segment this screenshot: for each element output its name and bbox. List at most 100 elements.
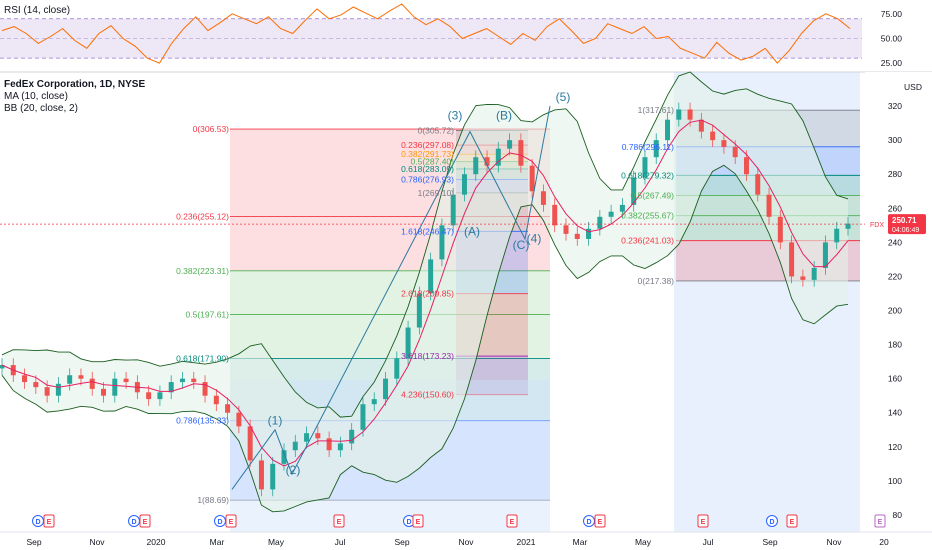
bb-legend[interactable]: BB (20, close, 2) — [4, 103, 78, 114]
fib_right-level-label: 0.786(296.11) — [622, 142, 674, 152]
time-tick-label: Nov — [458, 537, 474, 547]
dividend-badge[interactable]: D — [214, 515, 226, 527]
wave-label[interactable]: (4) — [527, 231, 542, 245]
candle-body — [281, 450, 287, 464]
price-axis[interactable] — [865, 72, 932, 532]
candle-body — [428, 259, 434, 294]
earnings-badge[interactable]: E — [43, 514, 55, 528]
price-tag-price: 250.71 — [892, 216, 917, 225]
earnings-badge[interactable]: E — [225, 514, 237, 528]
candle-body — [315, 433, 321, 439]
wave-label[interactable]: (2) — [286, 463, 301, 477]
fib_left-level-label: 0.5(197.61) — [186, 310, 230, 320]
elliott-wave-labels[interactable]: (1) (2) (3) (4) (5) (A) (B) (C) — [268, 90, 571, 477]
dividend-badge[interactable]: D — [128, 515, 140, 527]
candle-body — [563, 225, 569, 234]
earnings-badge[interactable]: E — [697, 514, 709, 528]
price-tick-label: 200 — [888, 306, 902, 316]
earnings-badge[interactable]: E — [412, 514, 424, 528]
price-tick-label: 180 — [888, 340, 902, 350]
candle-body — [202, 382, 208, 396]
earnings-badge[interactable]: E — [333, 514, 345, 528]
fib_mid-level-label: 0.786(276.93) — [401, 174, 454, 184]
fib_mid-level-label: 4.236(150.60) — [401, 390, 454, 400]
bb-fill — [2, 72, 848, 512]
candle-body — [834, 228, 840, 243]
price-tag-background — [888, 214, 926, 235]
earnings-badge[interactable]: E — [139, 514, 151, 528]
time-axis[interactable]: Sep Nov 2020 Mar May Jul Sep Nov 2021 Mar May Jul Se… — [26, 537, 889, 547]
dividend-badge[interactable]: D — [583, 515, 595, 527]
earnings-badge[interactable]: E — [786, 514, 798, 528]
fib_mid-level-label: 1.618(246.47) — [401, 226, 454, 236]
wave-label[interactable]: (C) — [513, 238, 530, 252]
earnings-badge[interactable]: E — [874, 514, 886, 528]
fib_left-level-label: 0.786(135.33) — [176, 416, 229, 426]
badge-letter: D — [406, 519, 411, 526]
elliott-wave-lines[interactable] — [231, 106, 551, 490]
candle-body — [168, 382, 174, 393]
fib_mid-level-label: 0.618(283.09) — [401, 164, 454, 174]
price-tick-label: 240 — [888, 237, 902, 247]
candle-body — [416, 293, 422, 328]
candle-body — [157, 392, 163, 400]
candle-body — [270, 463, 276, 490]
candle-body — [665, 119, 671, 141]
price-tick-label: 320 — [888, 101, 902, 111]
badge-letter: D — [586, 519, 591, 526]
candle-body — [574, 233, 580, 239]
candle-body — [473, 157, 479, 175]
ma-legend[interactable]: MA (10, close) — [4, 91, 68, 102]
rsi-tick-label: 75.00 — [881, 9, 903, 19]
fib_left-level-label: 0.618(171.90) — [176, 353, 229, 363]
wave-label[interactable]: (3) — [448, 109, 463, 123]
dividend-badge[interactable]: D — [32, 515, 44, 527]
candle-body — [529, 165, 535, 192]
candle-body — [326, 438, 332, 451]
rsi-axis: 75.00 50.00 25.00 — [881, 9, 903, 68]
badge-letter: E — [510, 519, 515, 526]
candle-body — [337, 443, 343, 451]
candle-body — [89, 378, 95, 389]
candle-body — [461, 174, 467, 195]
candle-body — [101, 388, 107, 396]
candle-body — [642, 157, 648, 178]
candle-body — [822, 242, 828, 268]
rsi-legend[interactable]: RSI (14, close) — [4, 5, 71, 16]
dividend-badge[interactable]: D — [766, 515, 778, 527]
candle-body — [631, 177, 637, 205]
badge-letter: E — [143, 519, 148, 526]
badge-letter: E — [229, 519, 234, 526]
candle-body — [383, 378, 389, 400]
time-tick-label: Mar — [573, 537, 588, 547]
wave-path[interactable] — [231, 106, 551, 490]
candle-body — [586, 228, 592, 239]
bollinger-bands — [1, 71, 849, 513]
candle-body — [518, 140, 524, 166]
wave-label[interactable]: (5) — [556, 90, 571, 104]
bb-upper-line — [1, 71, 849, 418]
time-tick-label: 2021 — [517, 537, 536, 547]
price-tag-symbol: FDX — [870, 222, 884, 229]
candle-body — [507, 140, 513, 149]
fib_mid-level-label: 0.236(297.08) — [401, 140, 454, 150]
candle-body — [0, 365, 5, 369]
fib_left-level-label: 1(88.69) — [197, 495, 229, 505]
wave-label[interactable]: (B) — [496, 109, 512, 123]
wave-label[interactable]: (1) — [268, 414, 283, 428]
fib_mid-level-label: 0(305.72) — [418, 125, 455, 135]
wave-label[interactable]: (A) — [464, 225, 480, 239]
time-tick-label: Mar — [210, 537, 225, 547]
symbol-title[interactable]: FedEx Corporation, 1D, NYSE — [4, 79, 146, 90]
candle-body — [304, 433, 310, 442]
rsi-line — [1, 3, 851, 64]
candle-body — [698, 119, 704, 132]
earnings-badge[interactable]: E — [506, 514, 518, 528]
candle-body — [777, 216, 783, 243]
rsi-tick-label: 50.00 — [881, 33, 903, 43]
price-tick-label: 260 — [888, 203, 902, 213]
candle-body — [484, 157, 490, 166]
earnings-badge[interactable]: E — [594, 514, 606, 528]
